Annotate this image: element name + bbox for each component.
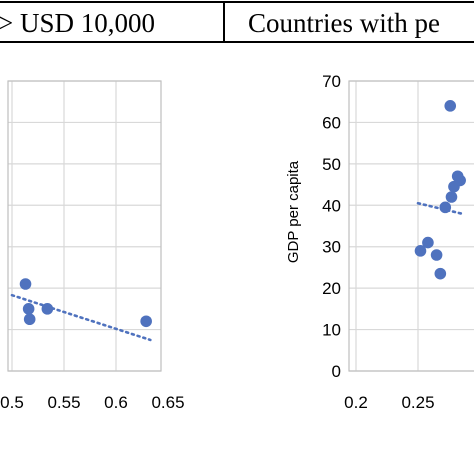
y-tick-label: 50	[322, 155, 341, 174]
left-scatter-chart: 0.5 0.55 0.6 0.65	[0, 80, 185, 412]
x-tick-label: 0.65	[151, 393, 184, 412]
x-tick-label: 0.2	[344, 393, 368, 412]
y-tick-label: 20	[322, 279, 341, 298]
x-tick-label: 0.5	[0, 393, 24, 412]
data-point	[22, 303, 35, 315]
data-point	[439, 201, 452, 214]
y-tick-label: 30	[322, 238, 341, 257]
left-panel-title: > USD 10,000	[0, 8, 155, 38]
plot-area-frame	[7, 80, 162, 372]
data-point	[454, 174, 466, 187]
data-point	[434, 267, 447, 280]
data-point	[445, 191, 458, 203]
right-panel-title: Countries with pe	[248, 8, 440, 38]
data-point	[414, 245, 427, 257]
data-point	[19, 278, 32, 290]
data-point	[140, 315, 152, 328]
y-tick-label: 0	[332, 362, 341, 381]
trendline	[416, 201, 463, 215]
data-point	[430, 249, 443, 261]
x-tick-label: 0.55	[47, 393, 80, 412]
plot-area-frame	[348, 80, 474, 372]
x-tick-label: 0.25	[401, 393, 434, 412]
x-tick-label: 0.6	[104, 393, 128, 412]
y-tick-label: 10	[322, 321, 341, 340]
y-tick-label: 40	[322, 196, 341, 215]
data-point	[23, 313, 36, 326]
right-y-axis-label: GDP per capita	[285, 160, 302, 263]
y-tick-label: 70	[322, 72, 341, 91]
data-point	[41, 303, 54, 315]
y-tick-label: 60	[322, 113, 341, 132]
right-scatter-chart: 0.2 0.25 0 10 20 30 40 50 60 70	[322, 72, 474, 412]
data-point	[444, 100, 457, 112]
trendline	[10, 293, 152, 342]
data-point	[422, 236, 434, 249]
